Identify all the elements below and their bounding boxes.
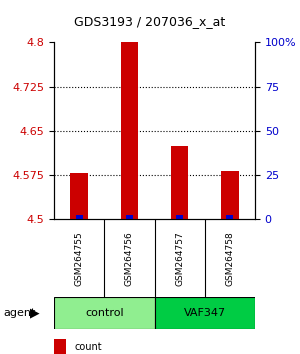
Text: GSM264757: GSM264757 [175,231,184,286]
Text: GSM264758: GSM264758 [225,231,234,286]
Text: GDS3193 / 207036_x_at: GDS3193 / 207036_x_at [74,15,226,28]
Bar [176,215,183,219]
Bar [121,42,138,219]
Bar [126,215,133,219]
Text: GSM264755: GSM264755 [75,231,84,286]
Bar [70,173,88,219]
Bar [226,215,233,219]
Text: count: count [74,342,102,352]
Bar [76,215,82,219]
Text: ▶: ▶ [30,307,40,320]
Bar [54,339,66,354]
Text: GSM264756: GSM264756 [125,231,134,286]
Bar [154,297,255,329]
Text: VAF347: VAF347 [184,308,226,318]
Text: agent: agent [3,308,35,318]
Bar [54,297,154,329]
Bar [171,146,188,219]
Text: control: control [85,308,124,318]
Bar [221,171,239,219]
